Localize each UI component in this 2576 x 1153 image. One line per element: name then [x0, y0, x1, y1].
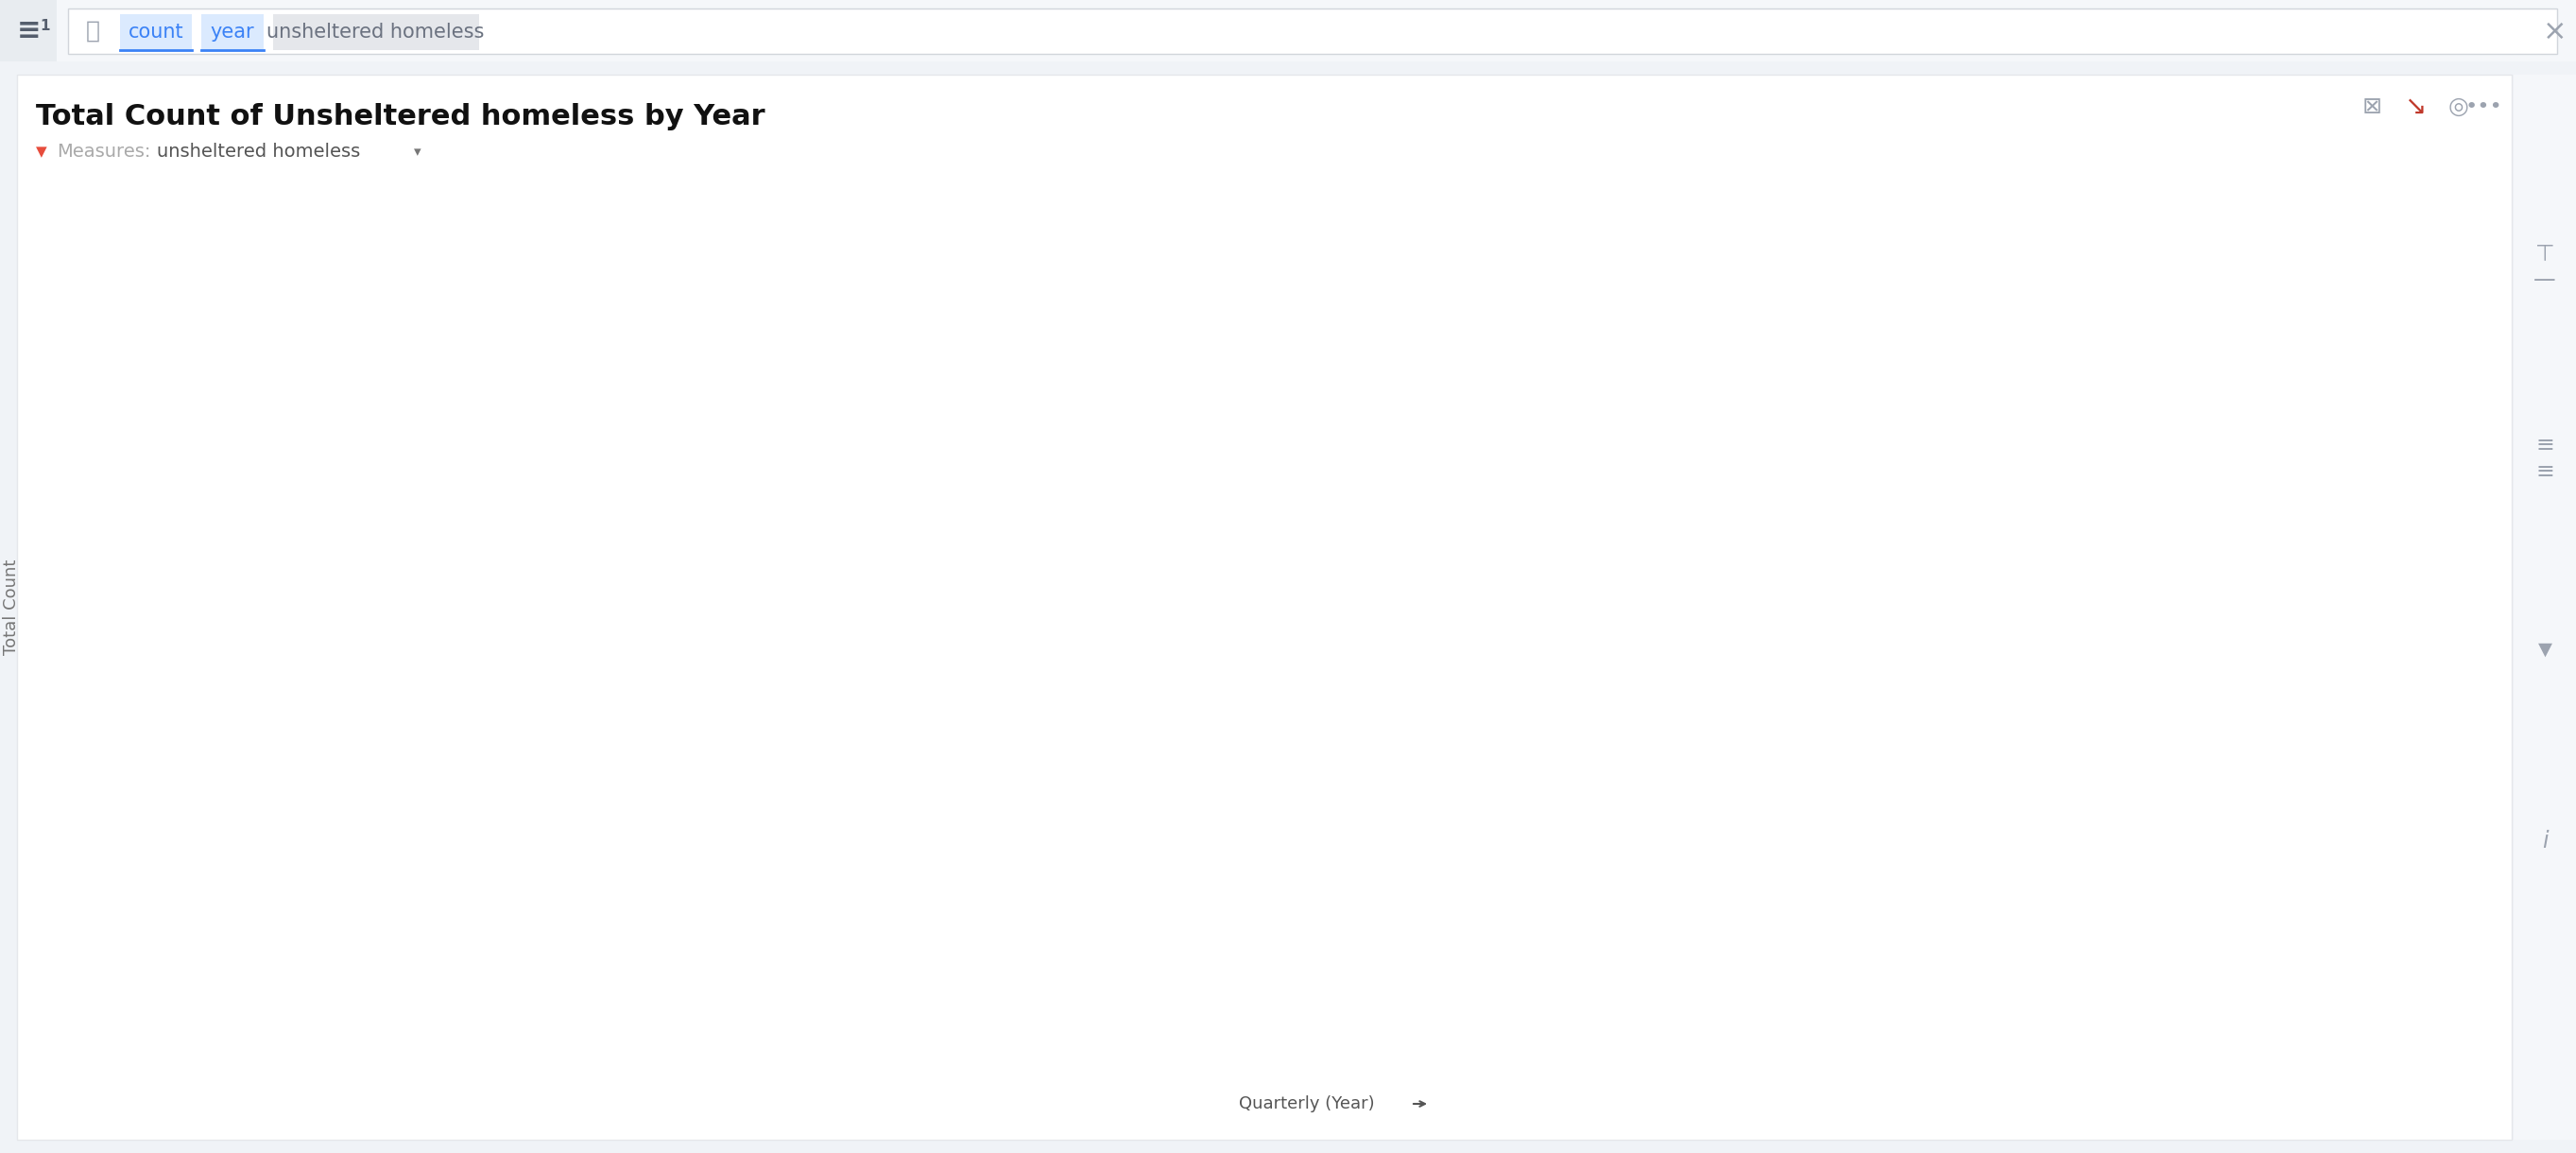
Text: ⊠: ⊠ — [2362, 96, 2383, 118]
Text: ×: × — [2543, 17, 2568, 45]
Text: ⌕: ⌕ — [85, 20, 100, 43]
Text: count: count — [129, 23, 183, 42]
Text: 231K: 231K — [1141, 402, 1182, 420]
Text: ⊤
—: ⊤ — — [2535, 242, 2555, 291]
Text: Measures:: Measures: — [57, 143, 149, 161]
Text: 227K: 227K — [683, 414, 724, 430]
Text: Total Count of Unsheltered homeless by Year: Total Count of Unsheltered homeless by Y… — [36, 103, 765, 130]
Bar — [2514, 75, 2576, 1140]
Text: ▼: ▼ — [2537, 641, 2553, 658]
Text: •••: ••• — [2465, 97, 2501, 116]
Text: 256K: 256K — [224, 334, 263, 352]
Text: 234K: 234K — [912, 394, 953, 412]
Text: ↘: ↘ — [2403, 93, 2427, 120]
Text: unsheltered homeless: unsheltered homeless — [157, 143, 361, 161]
Text: 175K: 175K — [1829, 556, 1870, 572]
Text: 173K: 173K — [2061, 560, 2099, 578]
Bar — [201, 14, 263, 50]
Text: year: year — [211, 23, 255, 42]
Text: 231K: 231K — [1370, 402, 1412, 420]
Bar — [0, 0, 57, 61]
Bar — [273, 14, 479, 50]
Text: i: i — [2543, 830, 2548, 853]
Text: Quarterly (Year): Quarterly (Year) — [1239, 1095, 1376, 1113]
Text: unsheltered homeless: unsheltered homeless — [268, 23, 484, 42]
Text: ▼: ▼ — [36, 145, 46, 159]
Text: ≡
≡: ≡ ≡ — [2535, 434, 2555, 483]
Text: 196K: 196K — [1600, 498, 1641, 515]
Text: ≡: ≡ — [18, 17, 41, 45]
Bar — [0, 0, 2576, 61]
Text: ▾: ▾ — [415, 145, 420, 159]
Text: ◎: ◎ — [2447, 96, 2470, 118]
Text: 176K: 176K — [2290, 552, 2329, 570]
Text: 1: 1 — [39, 20, 49, 33]
Y-axis label: Total Count: Total Count — [3, 559, 21, 655]
Text: 253K: 253K — [453, 342, 495, 360]
Bar — [67, 8, 2558, 54]
Bar — [121, 14, 191, 50]
